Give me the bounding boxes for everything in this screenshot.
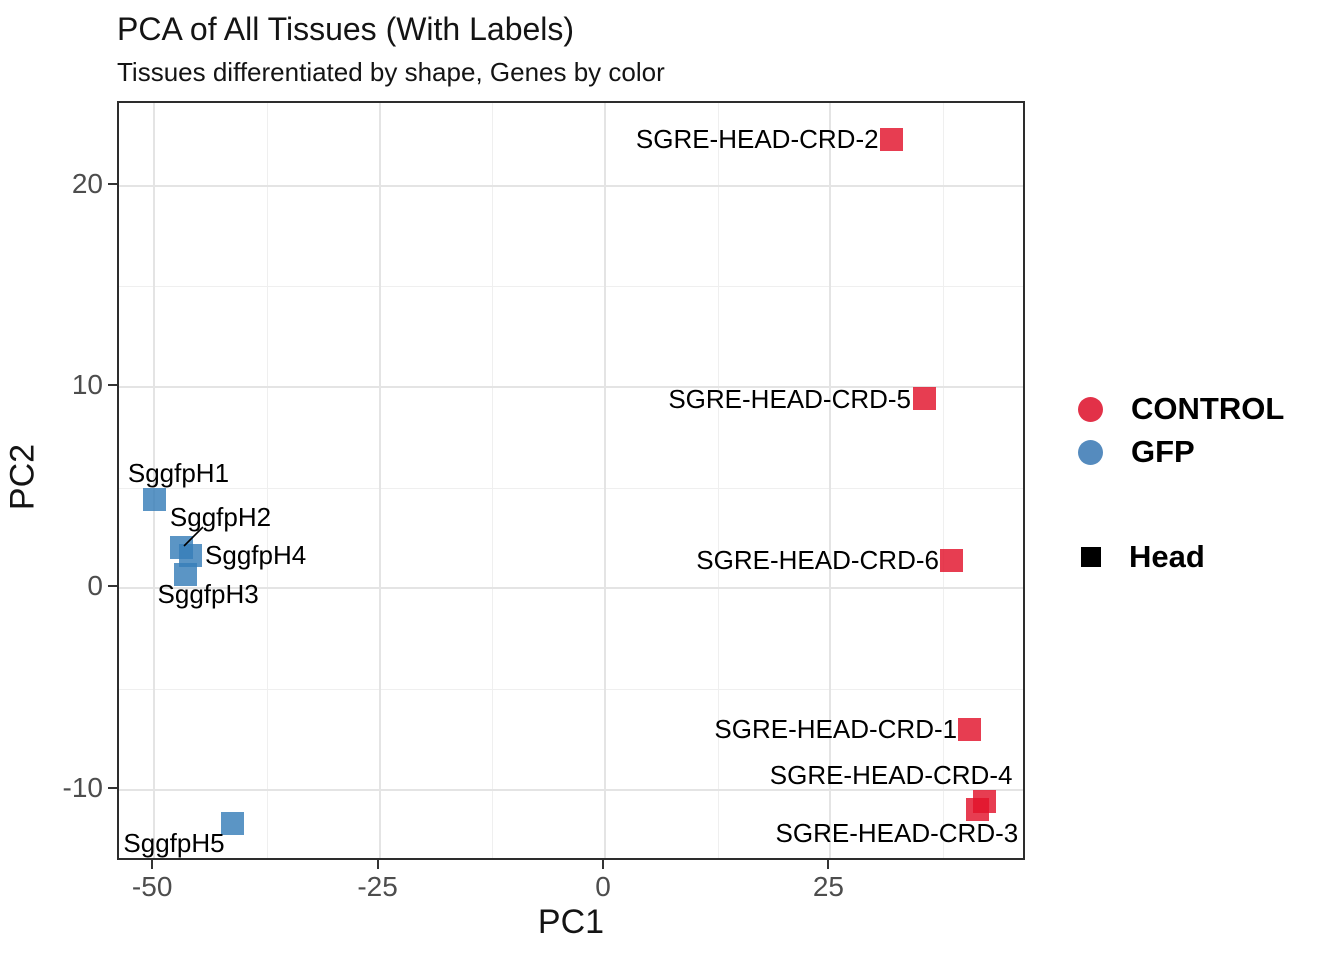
y-tick-mark [108,383,117,386]
gridline-y-minor [119,487,1023,489]
gridline-x-minor [717,103,719,858]
x-tick-label: 25 [812,871,844,902]
point-SGRE-HEAD-CRD-5 [912,387,936,411]
x-axis-title: PC1 [537,903,605,941]
point-label-SGRE-HEAD-CRD-6: SGRE-HEAD-CRD-6 [696,545,939,576]
y-tick-mark [108,786,117,789]
point-label-SggfpH3: SggfpH3 [157,579,259,610]
x-tick-mark [602,860,604,869]
chart-title: PCA of All Tissues (With Labels) [117,11,575,47]
x-tick-label: -25 [357,871,398,902]
gridline-y-minor [119,286,1023,288]
gfp-key-circle-icon [1078,439,1103,465]
gridline-y-major [119,184,1023,187]
point-label-SGRE-HEAD-CRD-3: SGRE-HEAD-CRD-3 [775,817,1019,848]
legend-label-control: CONTROL [1131,391,1285,426]
legend-item-gfp: GFP [1078,434,1195,469]
head-key-square-icon [1081,547,1101,567]
x-tick-label: 0 [595,871,611,902]
plot-panel [117,101,1025,860]
point-label-SGRE-HEAD-CRD-4: SGRE-HEAD-CRD-4 [769,759,1013,790]
point-SGRE-HEAD-CRD-1 [957,717,981,741]
legend-item-control: CONTROL [1078,391,1285,426]
legend-item-head: Head [1078,539,1205,574]
point-SggfpH1 [143,488,167,512]
point-SggfpH3 [174,562,198,586]
y-tick-mark [108,182,117,185]
legend-label-head: Head [1129,539,1205,574]
point-label-SGRE-HEAD-CRD-2: SGRE-HEAD-CRD-2 [635,124,879,155]
point-SggfpH5 [220,812,244,836]
x-tick-label: -50 [131,871,173,902]
point-label-SggfpH5: SggfpH5 [123,827,225,858]
y-tick-label: 10 [71,368,103,400]
point-label-SGRE-HEAD-CRD-5: SGRE-HEAD-CRD-5 [668,383,912,414]
gridline-x-minor [266,103,268,858]
gridline-x-major [153,103,156,858]
y-tick-label: 0 [87,570,103,602]
chart-subtitle: Tissues differentiated by shape, Genes b… [117,57,665,87]
gridline-x-major [604,103,606,858]
y-tick-mark [108,585,117,588]
gridline-x-major [829,103,832,858]
gridline-x-major [378,103,381,858]
x-tick-mark [827,860,830,869]
point-SGRE-HEAD-CRD-2 [880,127,904,151]
legend-label-gfp: GFP [1131,434,1195,469]
y-axis-title: PC2 [3,443,42,511]
point-label-SGRE-HEAD-CRD-1: SGRE-HEAD-CRD-1 [714,714,958,745]
control-key-circle-icon [1078,396,1103,422]
gridline-x-minor [943,103,945,858]
y-tick-label: 20 [71,167,103,199]
x-tick-mark [151,860,154,869]
gridline-y-major [119,788,1023,791]
point-label-SggfpH2: SggfpH2 [169,501,272,532]
y-tick-label: -10 [62,771,103,803]
point-SGRE-HEAD-CRD-3 [965,798,989,822]
gridline-y-major [119,587,1023,590]
point-SGRE-HEAD-CRD-6 [940,548,964,572]
gridline-y-minor [119,688,1023,690]
x-tick-mark [376,860,379,869]
point-SggfpH4 [178,544,202,568]
point-label-SggfpH4: SggfpH4 [205,539,307,570]
gridline-x-minor [492,103,494,858]
point-label-SggfpH1: SggfpH1 [127,457,230,488]
gridline-y-major [119,385,1023,388]
